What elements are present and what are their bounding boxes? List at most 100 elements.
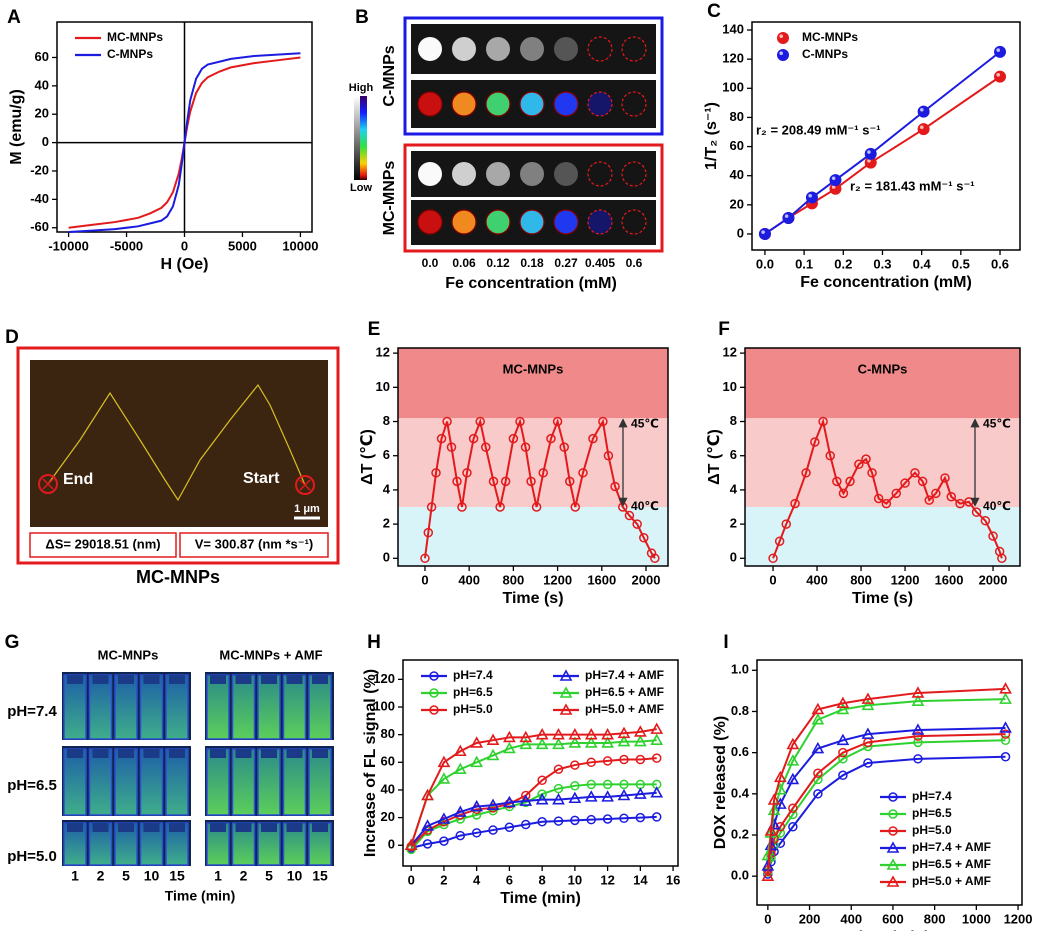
y-tick-label: 0 <box>42 134 49 149</box>
marker-triangle <box>453 744 467 757</box>
marker-circle <box>564 476 575 487</box>
x-tick-label: 400 <box>458 572 480 587</box>
cuvette-cap <box>92 823 109 832</box>
cuvette <box>165 674 189 740</box>
marker-triangle <box>786 754 800 766</box>
panel-letter: E <box>368 319 381 340</box>
x-tick-label: 12 <box>600 872 614 887</box>
marker-circle <box>988 531 998 541</box>
y-tick-label: 2 <box>383 516 390 531</box>
marker-circle <box>900 478 910 488</box>
marker-circle <box>913 754 923 764</box>
marker-circle <box>446 442 457 452</box>
phantom-gray <box>621 161 647 187</box>
marker-circle <box>588 433 598 444</box>
marker-triangle <box>486 748 500 761</box>
group-label: MC-MNPs <box>98 647 159 662</box>
marker-circle <box>781 519 791 529</box>
marker-circle <box>813 789 823 799</box>
marker-triangle <box>568 736 582 748</box>
y-tick-label: 20 <box>381 809 395 824</box>
cuvette <box>114 674 138 740</box>
y-tick-label: 0.2 <box>731 826 749 841</box>
series-line <box>423 418 656 559</box>
marker-triangle <box>535 737 549 750</box>
phantom-color <box>553 91 579 117</box>
ball-highlight <box>761 230 765 234</box>
x-tick-label: 0 <box>181 238 188 253</box>
y-tick-label: 0.0 <box>731 868 749 883</box>
legend-label: C-MNPs <box>107 47 153 61</box>
panel-letter: H <box>367 632 381 653</box>
temp-label: 40℃ <box>631 499 659 513</box>
x-tick-label: 800 <box>850 572 872 587</box>
marker-triangle <box>836 733 850 746</box>
group-label: MC-MNPs + AMF <box>219 647 322 662</box>
cuvette <box>231 674 256 740</box>
cuvette-cap <box>118 675 134 684</box>
marker-ball <box>994 45 1007 58</box>
marker-circle <box>429 705 439 715</box>
marker-triangle <box>911 694 925 706</box>
phantom-color <box>417 209 443 235</box>
marker-circle <box>602 814 613 824</box>
y-tick-label: -20 <box>30 162 49 177</box>
time-label: 1 <box>71 868 79 884</box>
y-axis-label: Increase of FL signal (%) <box>362 669 379 857</box>
cuvette <box>206 674 230 740</box>
velocity: V= 300.87 (nm *s⁻¹) <box>195 536 314 551</box>
marker-circle <box>488 476 499 487</box>
y-tick-label: 120 <box>722 51 744 66</box>
legend-label: C-MNPs <box>802 47 848 61</box>
x-tick-label: 4 <box>473 872 481 887</box>
y-axis-label: DOX released (%) <box>712 716 729 849</box>
cuvette-cap <box>210 749 226 758</box>
marker-triangle <box>552 728 565 740</box>
cuvette <box>139 748 164 816</box>
phantom-color <box>451 91 477 117</box>
marker-circle <box>873 493 884 504</box>
phantom-color <box>451 209 477 235</box>
marker-triangle <box>811 702 825 715</box>
plot-frame <box>397 347 669 567</box>
marker-circle <box>603 450 614 461</box>
marker-triangle <box>836 702 850 715</box>
marker-triangle <box>761 869 775 881</box>
marker-circle <box>888 792 898 802</box>
x-tick-label: 6 <box>506 872 513 887</box>
marker-triangle <box>601 728 614 740</box>
colorbar-label: High <box>349 82 374 94</box>
marker-circle <box>845 476 855 487</box>
marker-triangle <box>568 791 582 804</box>
series-line <box>410 757 657 848</box>
y-tick-label: 1.0 <box>731 662 749 677</box>
zone <box>398 348 668 419</box>
marker-triangle <box>552 737 565 750</box>
marker-circle <box>861 454 871 464</box>
marker-circle <box>832 476 842 487</box>
cuvette <box>139 674 164 740</box>
series-line <box>766 739 1006 873</box>
series-line <box>410 728 657 846</box>
marker-triangle <box>437 772 451 784</box>
marker-triangle <box>535 728 549 740</box>
marker-ball <box>805 191 818 204</box>
ball-highlight <box>779 34 783 38</box>
cuvette-cap <box>261 675 277 684</box>
legend-label: pH=7.4 + AMF <box>912 840 991 854</box>
y-axis-label: M (emu/g) <box>8 89 25 165</box>
x-tick-label: 1600 <box>935 572 964 587</box>
marker-ball <box>777 32 789 44</box>
phantom-color <box>553 209 579 235</box>
marker-circle <box>888 826 898 836</box>
x-tick-label: 0 <box>408 872 415 887</box>
plot-frame <box>751 21 1021 251</box>
phantom-gray <box>418 162 442 186</box>
marker-circle <box>552 416 563 427</box>
marker-circle <box>813 768 823 778</box>
marker-triangle <box>559 669 573 681</box>
marker-circle <box>624 510 635 521</box>
marker-circle <box>439 836 449 846</box>
marker-circle <box>863 758 873 768</box>
